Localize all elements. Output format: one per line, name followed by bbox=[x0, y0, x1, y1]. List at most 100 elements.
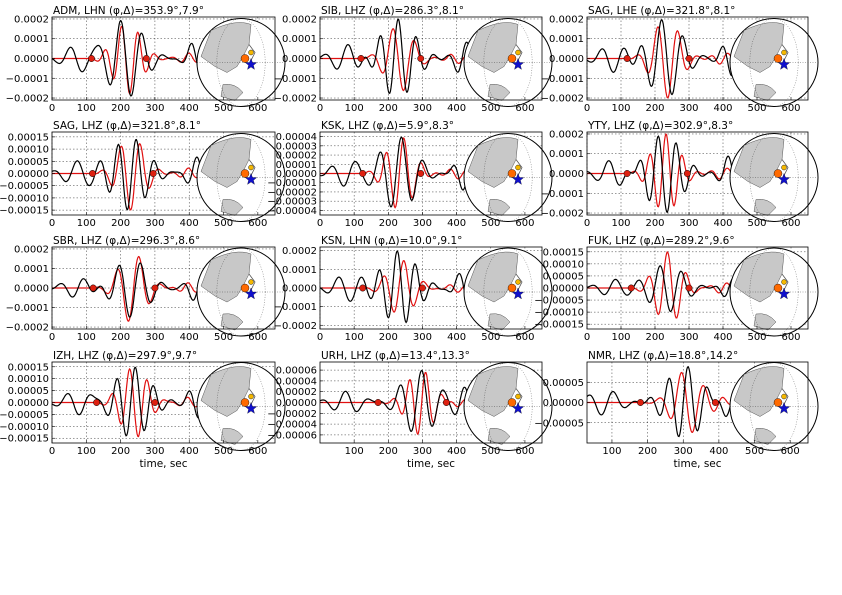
pick-marker bbox=[417, 170, 425, 177]
x-tick-label: 400 bbox=[447, 446, 466, 457]
x-tick-label: 400 bbox=[713, 103, 732, 114]
x-tick-label: 0 bbox=[584, 332, 590, 343]
japan-landmass bbox=[248, 388, 256, 405]
y-tick-label: 0.00010 bbox=[543, 259, 584, 270]
asia-landmass bbox=[467, 22, 519, 73]
y-tick-label: −0.00015 bbox=[534, 320, 584, 331]
panel-fuk-lhz: 0 100 200 300 400 500 600 0.000150.000100.00005… bbox=[534, 235, 819, 343]
x-tick-label: 0 bbox=[49, 446, 55, 457]
station-dot bbox=[248, 393, 254, 400]
y-tick-label: 0.00015 bbox=[543, 247, 584, 258]
x-tick-label: 300 bbox=[145, 446, 164, 457]
globe-inset bbox=[729, 18, 819, 107]
station-dot bbox=[781, 49, 787, 56]
y-tick-label: 0.00003 bbox=[276, 141, 317, 152]
x-tick-label: 300 bbox=[145, 218, 164, 229]
y-tick-label: 0.00005 bbox=[543, 378, 584, 389]
panel-urh-lhz: 100 200 300 400 500 600 0.000060.000040.000020… bbox=[267, 350, 553, 470]
observed-waveform bbox=[587, 135, 741, 214]
x-tick-label: 500 bbox=[747, 103, 766, 114]
globe-inset bbox=[463, 247, 553, 337]
event-star bbox=[511, 58, 525, 70]
globe-inset bbox=[196, 247, 286, 337]
panel-title: FUK, LHZ (φ,Δ)=289.2°,9.6° bbox=[588, 235, 735, 247]
y-tick-label: −0.0001 bbox=[274, 74, 317, 85]
panel-nmr-lhz: 100 200 300 400 500 600 0.00005 0.00000 −0.00005… bbox=[534, 350, 819, 470]
globe-inset bbox=[196, 133, 286, 222]
x-tick-label: 400 bbox=[180, 332, 199, 343]
japan-landmass bbox=[248, 159, 256, 176]
y-tick-label: 0.00004 bbox=[276, 376, 317, 387]
synthetic-waveform bbox=[587, 26, 741, 99]
observed-waveform bbox=[320, 18, 475, 95]
pick-marker bbox=[417, 55, 425, 62]
x-tick-label: 300 bbox=[145, 103, 164, 114]
pick-marker bbox=[359, 170, 367, 177]
station-dot bbox=[515, 279, 521, 285]
x-tick-label: 100 bbox=[77, 332, 96, 343]
panel-ksk-lhz: 0 100 200 300 400 500 600 0.000040.000030.00002… bbox=[267, 120, 553, 229]
y-tick-label: 0.00000 bbox=[8, 398, 49, 409]
x-axis-label: time, sec bbox=[407, 458, 455, 470]
y-tick-label: 0.0002 bbox=[282, 14, 317, 25]
observed-waveform bbox=[52, 19, 207, 97]
x-axis-label: time, sec bbox=[673, 458, 721, 470]
y-tick-label: −0.00005 bbox=[0, 410, 49, 421]
asia-landmass bbox=[200, 137, 252, 188]
asia-landmass bbox=[200, 251, 252, 303]
y-tick-label: −0.0001 bbox=[6, 303, 49, 314]
observed-waveform bbox=[320, 136, 475, 208]
globe-inset bbox=[729, 362, 819, 451]
asia-landmass bbox=[467, 366, 519, 417]
y-tick-label: 0.0001 bbox=[549, 34, 584, 45]
y-tick-label: 0.00000 bbox=[276, 398, 317, 409]
y-tick-label: −0.0001 bbox=[541, 189, 584, 200]
synthetic-waveform bbox=[587, 251, 741, 319]
panel-title: IZH, LHZ (φ,Δ)=297.9°,9.7° bbox=[53, 350, 197, 362]
source-dot bbox=[507, 398, 517, 407]
x-tick-label: 300 bbox=[679, 332, 698, 343]
station-dot bbox=[781, 164, 787, 171]
x-tick-label: 600 bbox=[248, 446, 267, 457]
pick-marker bbox=[93, 399, 101, 406]
asia-landmass bbox=[200, 22, 252, 73]
x-tick-label: 400 bbox=[447, 218, 466, 229]
y-tick-label: −0.00010 bbox=[534, 308, 584, 319]
panel-title: KSN, LHN (φ,Δ)=10.0°,9.1° bbox=[321, 235, 462, 247]
x-tick-label: 300 bbox=[413, 446, 432, 457]
globe-inset bbox=[196, 362, 286, 451]
y-tick-label: 0.00010 bbox=[8, 145, 49, 156]
x-tick-label: 300 bbox=[413, 332, 432, 343]
x-tick-label: 300 bbox=[674, 446, 693, 457]
pick-marker bbox=[151, 399, 159, 406]
x-tick-label: 0 bbox=[584, 103, 590, 114]
observed-waveform bbox=[52, 262, 207, 318]
y-tick-label: 0.0000 bbox=[282, 54, 317, 65]
panel-title: URH, LHZ (φ,Δ)=13.4°,13.3° bbox=[321, 350, 470, 362]
y-tick-label: −0.0002 bbox=[274, 321, 317, 332]
y-tick-label: 0.00005 bbox=[8, 386, 49, 397]
x-tick-label: 400 bbox=[713, 218, 732, 229]
source-dot bbox=[507, 283, 517, 293]
y-tick-label: 0.0001 bbox=[282, 34, 317, 45]
y-tick-label: −0.00005 bbox=[534, 418, 584, 429]
panel-title: SBR, LHZ (φ,Δ)=296.3°,8.6° bbox=[53, 235, 200, 247]
x-tick-label: 600 bbox=[248, 103, 267, 114]
pick-marker bbox=[151, 284, 159, 292]
y-tick-label: 0.00000 bbox=[543, 398, 584, 409]
pick-marker bbox=[442, 399, 450, 406]
pick-marker bbox=[357, 55, 365, 62]
globe-inset bbox=[196, 18, 286, 107]
pick-marker bbox=[88, 55, 95, 62]
pick-marker bbox=[89, 170, 96, 177]
source-dot bbox=[773, 283, 783, 293]
globe-inset bbox=[463, 362, 553, 451]
x-tick-label: 500 bbox=[481, 103, 500, 114]
x-tick-label: 0 bbox=[49, 218, 55, 229]
australia-landmass bbox=[487, 83, 511, 101]
japan-landmass bbox=[781, 159, 789, 176]
y-tick-label: −0.00004 bbox=[267, 420, 317, 431]
observed-waveform bbox=[52, 366, 207, 437]
x-tick-label: 400 bbox=[447, 103, 466, 114]
